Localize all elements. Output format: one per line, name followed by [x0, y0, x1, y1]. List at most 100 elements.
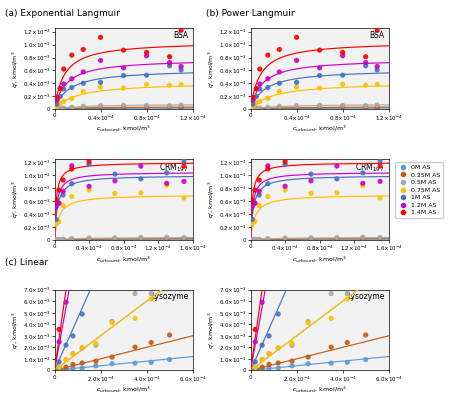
Point [264, 180, 272, 187]
Point [92, 358, 100, 364]
X-axis label: $c_{\rm unbound}$, kmol/m$^3$: $c_{\rm unbound}$, kmol/m$^3$ [96, 255, 151, 265]
Point [143, 49, 150, 56]
Point [275, 88, 283, 95]
Point [264, 76, 272, 82]
Point [359, 236, 366, 242]
Point [53, 105, 61, 112]
Point [256, 66, 264, 72]
Point [376, 236, 384, 242]
Point [344, 359, 351, 365]
Point [344, 290, 351, 297]
Y-axis label: $q'$, kmol/m$^3$: $q'$, kmol/m$^3$ [207, 311, 217, 349]
Point [282, 236, 289, 242]
Point [55, 359, 63, 365]
Point [265, 350, 273, 357]
Point [248, 216, 256, 223]
Point [304, 319, 312, 326]
Point [92, 252, 100, 258]
Point [143, 102, 150, 109]
Point [166, 53, 173, 60]
Point [275, 103, 283, 109]
Point [248, 221, 256, 228]
Point [68, 76, 75, 82]
Point [374, 102, 381, 108]
Point [180, 235, 188, 242]
Point [316, 102, 323, 109]
Point [307, 171, 315, 177]
Point [68, 84, 75, 91]
Point [97, 34, 104, 41]
Text: CRM$_{197}$: CRM$_{197}$ [159, 162, 189, 174]
Point [374, 104, 381, 111]
Point [362, 104, 369, 110]
Point [316, 65, 323, 71]
Point [304, 242, 312, 248]
Point [53, 97, 61, 103]
Point [288, 342, 296, 349]
Point [53, 103, 61, 109]
Point [55, 326, 63, 333]
Point [120, 47, 128, 53]
Point [328, 290, 335, 297]
Point [62, 299, 70, 306]
Point [333, 176, 341, 182]
Point [307, 236, 315, 243]
Point [265, 333, 273, 339]
Point [62, 366, 70, 372]
Point [316, 104, 323, 110]
Point [111, 171, 118, 177]
Point [131, 217, 139, 224]
Point [78, 345, 86, 351]
Point [68, 95, 75, 102]
Text: (a) Exponential Langmuir: (a) Exponential Langmuir [5, 9, 119, 18]
Point [316, 72, 323, 79]
Point [255, 236, 263, 243]
Point [166, 271, 173, 278]
Point [59, 188, 67, 195]
Point [147, 359, 155, 365]
Point [80, 88, 87, 95]
Point [68, 162, 75, 169]
Point [56, 100, 64, 107]
Point [251, 359, 259, 365]
Point [255, 236, 263, 243]
Point [333, 163, 341, 169]
Point [56, 105, 64, 112]
Point [85, 236, 93, 242]
Point [274, 241, 282, 247]
Point [256, 105, 264, 112]
Point [264, 235, 272, 242]
Point [69, 333, 77, 339]
Point [362, 332, 369, 338]
Point [177, 27, 185, 34]
Text: BSA: BSA [173, 31, 189, 40]
Point [166, 103, 173, 109]
Point [293, 79, 301, 85]
Point [163, 180, 171, 186]
Point [177, 102, 185, 108]
Point [251, 200, 259, 206]
Point [376, 195, 384, 201]
Point [333, 189, 341, 196]
Point [359, 138, 366, 144]
Point [344, 339, 351, 346]
Point [249, 94, 257, 101]
Point [143, 105, 150, 112]
Text: CRM$_{197}$: CRM$_{197}$ [356, 162, 384, 174]
Point [359, 180, 366, 186]
Point [60, 105, 67, 112]
Point [374, 81, 381, 88]
Point [255, 192, 263, 198]
Point [251, 219, 259, 225]
Text: (c) Linear: (c) Linear [5, 258, 48, 267]
Point [180, 158, 188, 164]
Point [251, 364, 259, 370]
Point [249, 101, 257, 107]
Point [251, 236, 259, 243]
Point [359, 182, 366, 188]
Point [255, 188, 263, 195]
Point [282, 187, 289, 193]
Point [256, 86, 264, 92]
Point [307, 236, 315, 242]
Point [80, 105, 87, 111]
